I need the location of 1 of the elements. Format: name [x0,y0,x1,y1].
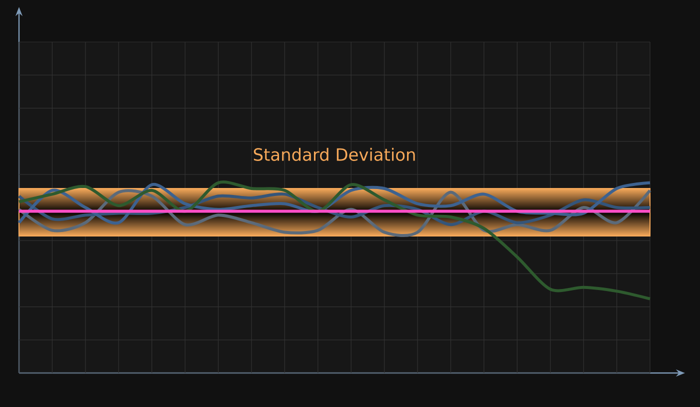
band-label: Standard Deviation [254,148,415,161]
